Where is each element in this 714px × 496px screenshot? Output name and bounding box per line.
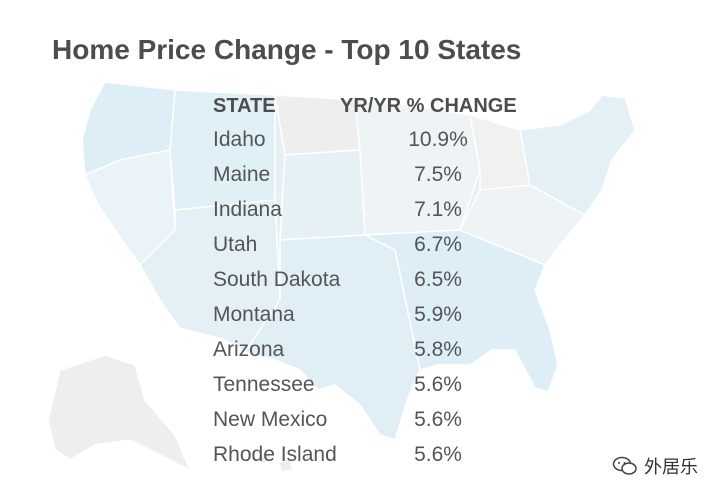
map-region-hawaii [256, 451, 274, 465]
column-header-change: YR/YR % CHANGE [340, 95, 517, 117]
wechat-icon [612, 456, 637, 475]
percent-change-value: 6.5% [414, 268, 462, 291]
table-row: Montana 5.9% [0, 300, 714, 335]
map-region-midwest [354, 99, 481, 236]
table-row: Tennessee 5.6% [0, 370, 714, 405]
map-region-alaska [47, 354, 192, 472]
state-name: Utah [213, 233, 258, 256]
watermark-text: 外居乐 [644, 457, 698, 477]
state-name: South Dakota [213, 268, 341, 291]
table-row: Arizona 5.8% [0, 335, 714, 370]
percent-change-value: 5.6% [414, 373, 462, 396]
percent-change-value: 5.6% [414, 443, 462, 466]
map-region-southwest [139, 199, 281, 354]
percent-change-value: 7.1% [414, 198, 462, 221]
percent-change-value: 6.7% [414, 233, 462, 256]
map-region-southeast [362, 229, 559, 393]
state-name: Indiana [213, 198, 282, 221]
table-row: Rhode Island 5.6% [0, 440, 714, 475]
state-name: Montana [213, 303, 295, 326]
table-row: Idaho 10.9% [0, 125, 714, 160]
map-region-northeast [519, 94, 636, 216]
state-name: Idaho [213, 128, 266, 151]
table-row: South Dakota 6.5% [0, 265, 714, 300]
percent-change-value: 10.9% [408, 128, 468, 151]
state-name: Tennessee [213, 373, 315, 396]
percent-change-value: 7.5% [414, 163, 462, 186]
table-row: Indiana 7.1% [0, 195, 714, 230]
column-header-state: STATE [213, 95, 276, 117]
state-name: Rhode Island [213, 443, 337, 466]
state-name: Maine [213, 163, 271, 186]
chart-title: Home Price Change - Top 10 States [52, 34, 522, 65]
table-row: New Mexico 5.6% [0, 405, 714, 440]
state-name: New Mexico [213, 408, 328, 431]
table-row: Maine 7.5% [0, 160, 714, 195]
percent-change-value: 5.8% [414, 338, 462, 361]
percent-change-value: 5.9% [414, 303, 462, 326]
table-row: Utah 6.7% [0, 230, 714, 265]
watermark: 外居乐 [612, 453, 698, 479]
percent-change-value: 5.6% [414, 408, 462, 431]
state-name: Arizona [213, 338, 285, 361]
